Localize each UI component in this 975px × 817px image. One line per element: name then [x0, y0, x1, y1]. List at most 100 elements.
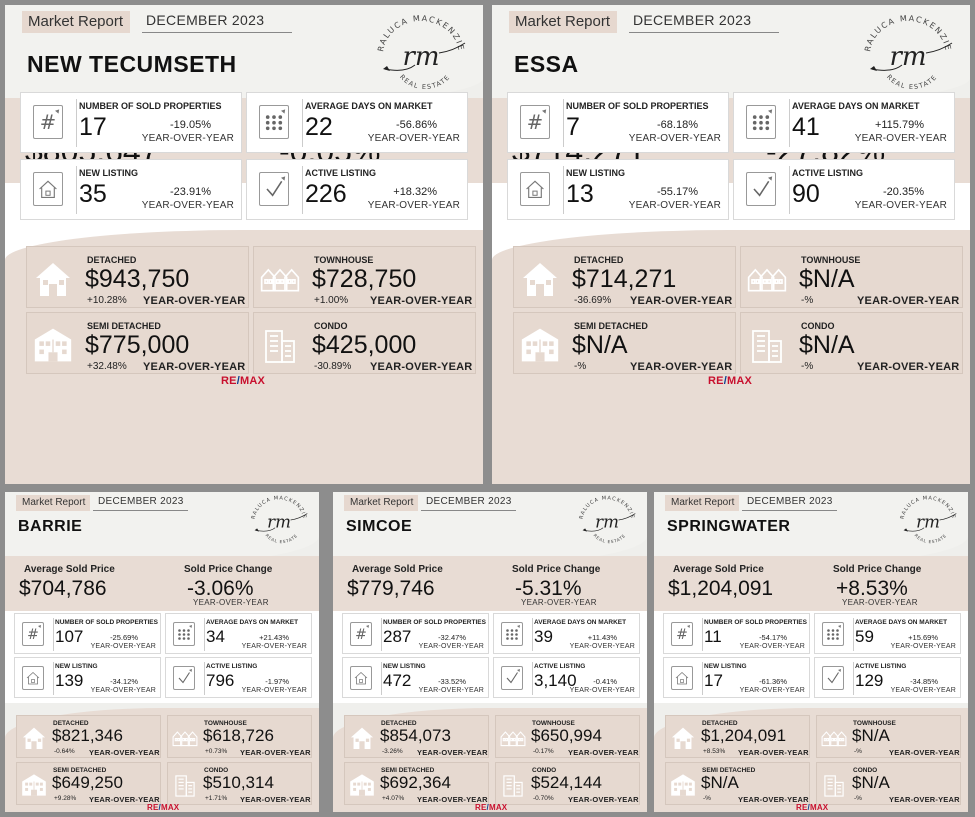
stat-divider — [853, 618, 854, 651]
townhouse-stat: TOWNHOUSE $650,994 -0.17% YEAR-OVER-YEAR — [495, 715, 640, 758]
stat-label: NEW LISTING — [383, 663, 426, 670]
hash-icon: # — [671, 622, 693, 646]
stat-yoy: YEAR-OVER-YEAR — [628, 200, 721, 211]
property-price: $714,271 — [572, 265, 677, 293]
property-type-label: TOWNHOUSE — [314, 255, 374, 265]
semi-detached-stat: SEMI DETACHED $692,364 +4.07% YEAR-OVER-YEA… — [344, 762, 489, 805]
sold-properties-stat: # NUMBER OF SOLD PROPERTIES 7 -68.18% YEAR-O… — [507, 92, 729, 153]
report-label: Market Report — [16, 495, 90, 511]
stat-divider — [563, 99, 564, 147]
stat-yoy: YEAR-OVER-YEAR — [739, 687, 805, 694]
property-yoy: YEAR-OVER-YEAR — [417, 748, 488, 757]
price-change-yoy: YEAR-OVER-YEAR — [842, 598, 918, 607]
condo-stat: CONDO $N/A -% YEAR-OVER-YEAR — [740, 312, 963, 374]
svg-text:rm: rm — [916, 512, 940, 532]
stat-change: +15.69% — [908, 633, 938, 642]
property-change: -% — [801, 361, 814, 372]
svg-text:REAL ESTATE: REAL ESTATE — [264, 533, 298, 544]
stat-divider — [563, 166, 564, 214]
market-report-card: Market Report DECEMBER 2023 NEW TECUMSETH … — [5, 5, 483, 484]
property-type-label: TOWNHOUSE — [801, 255, 861, 265]
property-price: $650,994 — [531, 726, 602, 745]
property-yoy: YEAR-OVER-YEAR — [857, 361, 960, 373]
remax-logo: RE/MAX — [708, 375, 752, 387]
market-report-card: Market Report DECEMBER 2023 SPRINGWATER RA… — [654, 492, 968, 812]
property-type-label: DETACHED — [702, 720, 738, 727]
remax-max: MAX — [239, 375, 265, 387]
new-listing-stat: NEW LISTING 472 -33.52% YEAR-OVER-YEAR — [342, 657, 489, 698]
report-date: DECEMBER 2023 — [426, 496, 512, 507]
remax-logo: RE/MAX — [475, 803, 507, 812]
stat-value: 22 — [305, 113, 333, 141]
avg-price-label: Average Sold Price — [673, 564, 764, 575]
semi-detached-house-icon — [520, 325, 560, 365]
stat-change: -32.47% — [438, 633, 466, 642]
property-type-label: CONDO — [314, 321, 348, 331]
stat-label: AVERAGE DAYS ON MARKET — [206, 619, 299, 626]
house-icon — [520, 172, 550, 206]
house-icon — [33, 172, 63, 206]
remax-max: MAX — [809, 803, 829, 812]
property-change: -0.64% — [54, 748, 75, 755]
sold-properties-stat: # NUMBER OF SOLD PROPERTIES 11 -54.17% YEAR-… — [663, 613, 810, 654]
stat-value: 13 — [566, 180, 594, 208]
city-title: BARRIE — [18, 518, 83, 535]
stat-divider — [702, 618, 703, 651]
hash-icon: # — [33, 105, 63, 139]
stat-label: AVERAGE DAYS ON MARKET — [792, 101, 920, 111]
property-yoy: YEAR-OVER-YEAR — [889, 748, 960, 757]
semi-detached-house-icon — [349, 771, 375, 799]
stat-change: -68.18% — [657, 119, 698, 131]
property-yoy: YEAR-OVER-YEAR — [370, 295, 473, 307]
property-change: -0.70% — [533, 795, 554, 802]
sold-properties-stat: # NUMBER OF SOLD PROPERTIES 17 -19.05% YEAR-… — [20, 92, 242, 153]
svg-text:REAL ESTATE: REAL ESTATE — [885, 73, 939, 91]
townhouse-stat: TOWNHOUSE $N/A -% YEAR-OVER-YEAR — [816, 715, 961, 758]
property-change: +0.73% — [205, 748, 228, 755]
stat-label: ACTIVE LISTING — [206, 663, 258, 670]
property-yoy: YEAR-OVER-YEAR — [738, 795, 809, 804]
grid-icon — [173, 622, 195, 646]
property-type-label: SEMI DETACHED — [702, 767, 756, 774]
price-change-label: Sold Price Change — [512, 564, 601, 575]
property-change: +10.28% — [87, 295, 127, 306]
stat-change: -34.12% — [110, 677, 138, 686]
svg-text:#: # — [676, 627, 688, 643]
remax-max: MAX — [488, 803, 508, 812]
report-label: Market Report — [665, 495, 739, 511]
stat-value: 17 — [79, 113, 107, 141]
property-price: $N/A — [799, 265, 855, 293]
report-label: Market Report — [509, 11, 617, 33]
detached-stat: DETACHED $1,204,091 +8.53% YEAR-OVER-YEAR — [665, 715, 810, 758]
property-yoy: YEAR-OVER-YEAR — [143, 295, 246, 307]
days-on-market-stat: AVERAGE DAYS ON MARKET 39 +11.43% YEAR-OVER… — [493, 613, 640, 654]
active-listing-stat: ACTIVE LISTING 3,140 -0.41% YEAR-OVER-YEAR — [493, 657, 640, 698]
stat-change: -61.36% — [759, 677, 787, 686]
stat-divider — [702, 662, 703, 695]
stat-change: -0.41% — [593, 677, 617, 686]
property-yoy: YEAR-OVER-YEAR — [240, 748, 311, 757]
stat-label: NEW LISTING — [704, 663, 747, 670]
new-listing-stat: NEW LISTING 139 -34.12% YEAR-OVER-YEAR — [14, 657, 161, 698]
stat-divider — [204, 618, 205, 651]
stat-value: 287 — [383, 627, 412, 646]
property-type-label: CONDO — [204, 767, 229, 774]
svg-text:#: # — [355, 627, 367, 643]
report-date: DECEMBER 2023 — [747, 496, 833, 507]
stat-change: -25.69% — [110, 633, 138, 642]
property-yoy: YEAR-OVER-YEAR — [630, 361, 733, 373]
stat-label: NUMBER OF SOLD PROPERTIES — [566, 101, 709, 111]
report-label: Market Report — [344, 495, 418, 511]
property-type-label: CONDO — [853, 767, 878, 774]
remax-slash: / — [236, 375, 240, 387]
new-listing-stat: NEW LISTING 35 -23.91% YEAR-OVER-YEAR — [20, 159, 242, 220]
stat-change: +18.32% — [393, 186, 437, 198]
property-yoy: YEAR-OVER-YEAR — [568, 748, 639, 757]
semi-detached-stat: SEMI DETACHED $N/A -% YEAR-OVER-YEAR — [665, 762, 810, 805]
header-rule — [629, 32, 779, 33]
stat-value: 39 — [534, 627, 553, 646]
stat-divider — [789, 99, 790, 147]
property-change: -% — [574, 361, 587, 372]
price-change-yoy: YEAR-OVER-YEAR — [193, 598, 269, 607]
remax-re: RE — [221, 375, 237, 387]
